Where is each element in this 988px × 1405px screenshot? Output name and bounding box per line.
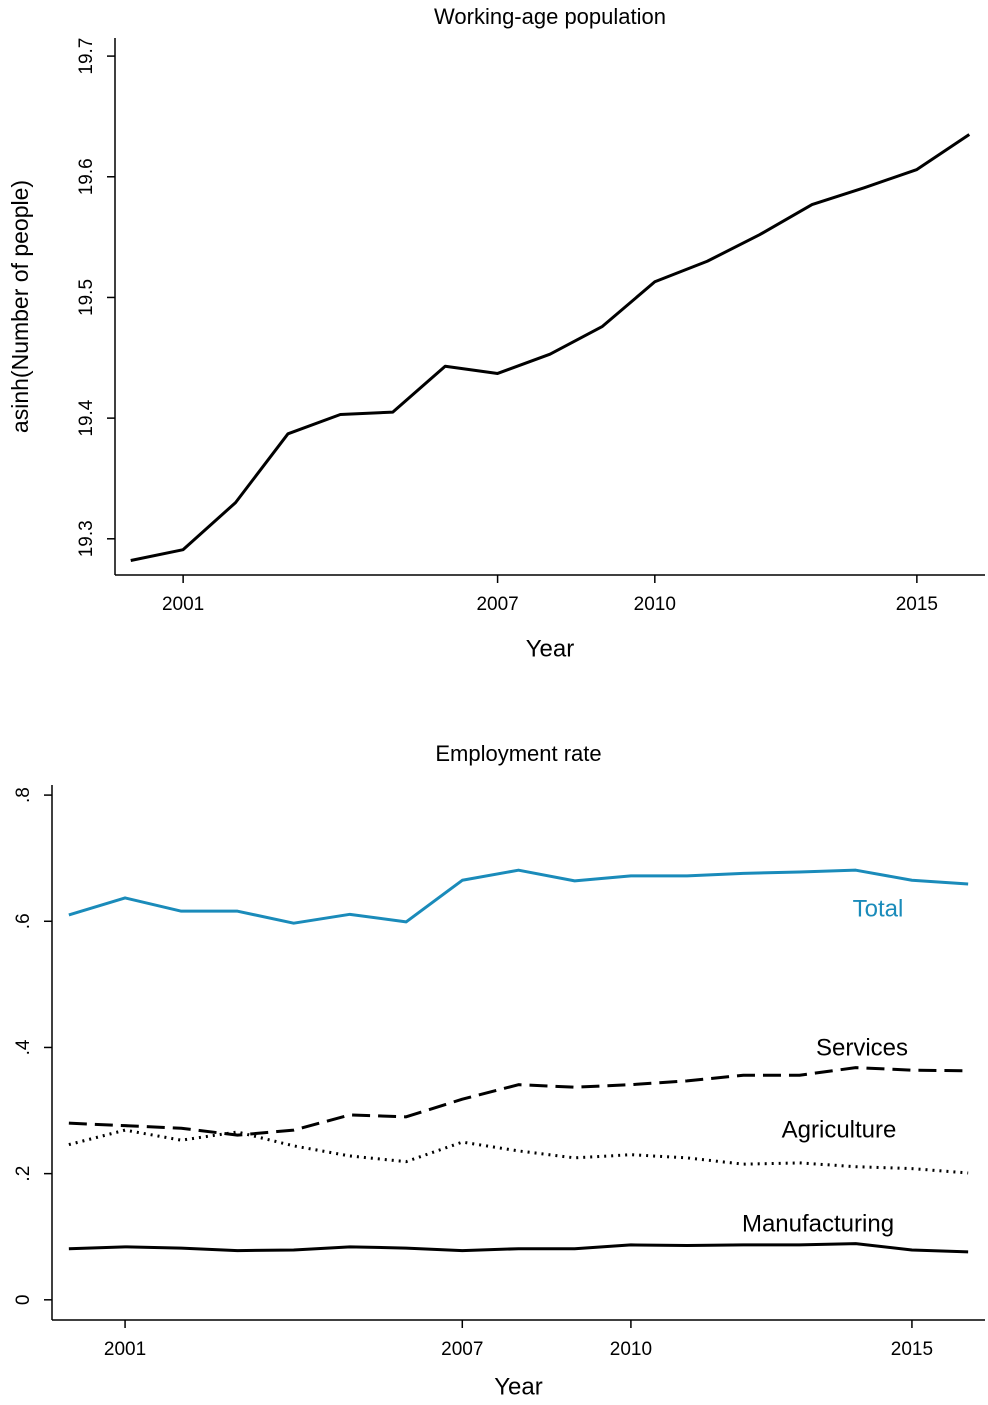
series-label: Services: [816, 1034, 908, 1061]
x-tick-label: 2001: [104, 1339, 146, 1360]
x-tick-label: 2010: [634, 594, 676, 615]
y-tick-label: .8: [13, 787, 34, 803]
series-label: Total: [853, 895, 904, 922]
y-tick-label: 19.3: [76, 520, 97, 557]
y-tick-label: .6: [13, 913, 34, 929]
chart-title: Employment rate: [435, 741, 601, 766]
y-tick-label: 19.5: [76, 279, 97, 316]
y-tick-label: .2: [13, 1166, 34, 1182]
series-label: Agriculture: [782, 1116, 897, 1143]
x-tick-label: 2007: [476, 594, 518, 615]
x-tick-label: 2015: [896, 594, 938, 615]
x-axis-label: Year: [526, 635, 575, 662]
y-tick-label: 19.7: [76, 38, 97, 75]
series-label: Manufacturing: [742, 1210, 894, 1237]
x-tick-label: 2007: [441, 1339, 483, 1360]
x-tick-label: 2010: [610, 1339, 652, 1360]
chart-title: Working-age population: [434, 4, 666, 29]
y-tick-label: 19.6: [76, 158, 97, 195]
x-axis-label: Year: [494, 1373, 543, 1400]
x-tick-label: 2001: [162, 594, 204, 615]
y-tick-label: 0: [13, 1295, 34, 1306]
y-tick-label: 19.4: [76, 399, 97, 436]
y-axis-label: asinh(Number of people): [7, 180, 33, 433]
x-tick-label: 2015: [891, 1339, 933, 1360]
line: [68, 868, 969, 925]
y-tick-label: .4: [13, 1039, 34, 1055]
line: [68, 1242, 969, 1254]
line: [130, 133, 971, 562]
line: [68, 1066, 969, 1137]
